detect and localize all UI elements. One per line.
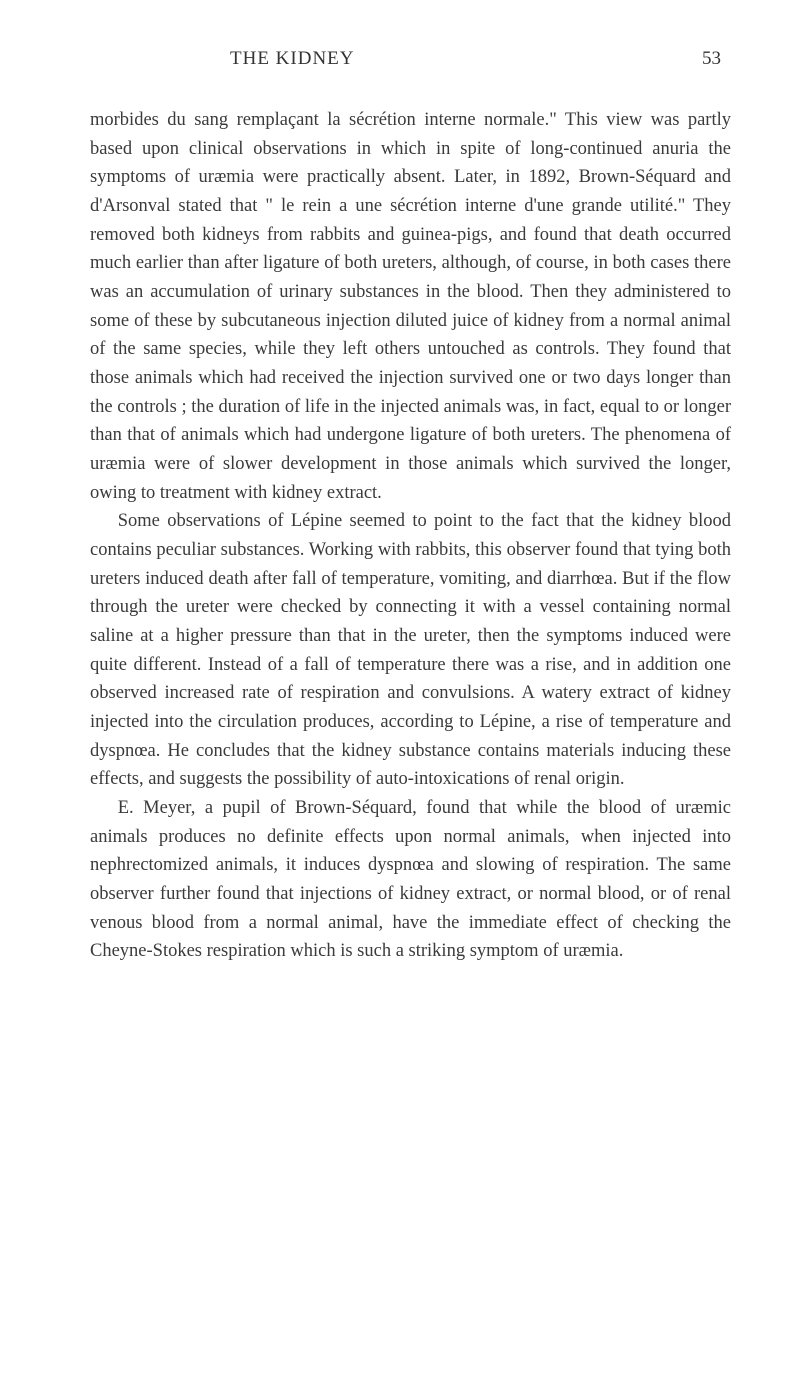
page-header: THE KIDNEY 53 [90, 48, 731, 70]
page-number: 53 [702, 48, 721, 70]
running-title: THE KIDNEY [230, 48, 355, 70]
paragraph-1: morbides du sang remplaçant la sécrétion… [90, 106, 731, 507]
paragraph-3: E. Meyer, a pupil of Brown-Séquard, foun… [90, 794, 731, 966]
paragraph-2: Some observations of Lépine seemed to po… [90, 507, 731, 794]
body-text: morbides du sang remplaçant la sécrétion… [90, 106, 731, 966]
